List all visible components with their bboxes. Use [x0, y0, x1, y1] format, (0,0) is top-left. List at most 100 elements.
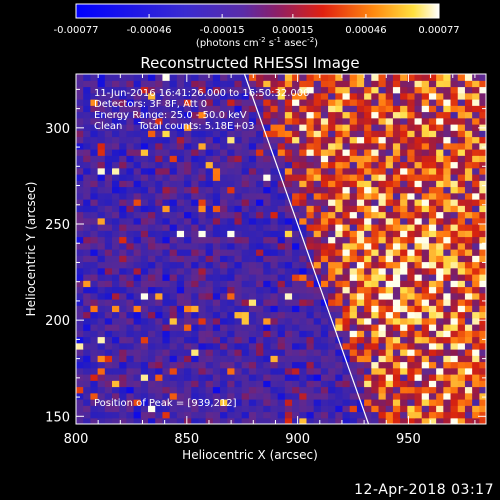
heatmap-cell: [356, 130, 365, 138]
heatmap-cell: [292, 311, 300, 319]
heatmap-cell: [97, 211, 106, 219]
heatmap-cell: [191, 242, 200, 250]
heatmap-cell: [443, 355, 452, 363]
heatmap-cell: [443, 274, 452, 281]
heatmap-cell: [104, 249, 113, 256]
heatmap-cell: [212, 349, 221, 356]
heatmap-cell: [292, 267, 300, 275]
heatmap-cell: [155, 380, 164, 388]
heatmap-cell: [90, 124, 99, 131]
heatmap-cell: [407, 80, 416, 88]
heatmap-cell: [457, 211, 466, 219]
heatmap-cell: [306, 86, 315, 94]
heatmap-cell: [140, 292, 149, 300]
heatmap-cell: [184, 324, 192, 331]
heatmap-cell: [328, 99, 336, 106]
heatmap-cell: [450, 230, 459, 238]
heatmap-cell: [83, 236, 92, 244]
heatmap-cell: [378, 286, 387, 294]
heatmap-cell: [277, 267, 286, 275]
heatmap-cell: [371, 355, 380, 363]
heatmap-cell: [364, 286, 372, 294]
heatmap-cell: [392, 149, 401, 156]
heatmap-cell: [385, 136, 394, 144]
heatmap-cell: [191, 217, 200, 225]
heatmap-cell: [284, 80, 293, 88]
heatmap-cell: [119, 117, 128, 125]
heatmap-cell: [443, 380, 452, 388]
heatmap-cell: [148, 255, 156, 263]
heatmap-cell: [126, 330, 135, 338]
heatmap-cell: [328, 205, 336, 213]
heatmap-cell: [83, 411, 92, 419]
heatmap-cell: [320, 342, 329, 350]
heatmap-cell: [457, 274, 466, 281]
heatmap-cell: [205, 236, 214, 244]
heatmap-cell: [277, 99, 286, 106]
heatmap-cell: [133, 205, 142, 213]
heatmap-cell: [436, 355, 444, 363]
heatmap-cell: [292, 217, 300, 225]
heatmap-cell: [112, 261, 120, 269]
heatmap-cell: [392, 199, 401, 206]
heatmap-cell: [184, 149, 192, 156]
heatmap-cell: [407, 317, 416, 325]
heatmap-cell: [299, 405, 308, 413]
heatmap-cell: [450, 117, 459, 125]
heatmap-cell: [472, 230, 480, 238]
heatmap-cell: [349, 167, 358, 175]
heatmap-cell: [119, 305, 128, 313]
heatmap-cell: [148, 236, 156, 244]
heatmap-cell: [241, 236, 250, 244]
heatmap-cell: [378, 99, 387, 106]
heatmap-cell: [104, 336, 113, 344]
heatmap-cell: [328, 180, 336, 188]
heatmap-cell: [205, 386, 214, 394]
heatmap-cell: [378, 117, 387, 125]
heatmap-cell: [292, 392, 300, 400]
heatmap-cell: [407, 355, 416, 363]
heatmap-cell: [421, 292, 430, 300]
heatmap-cell: [133, 180, 142, 188]
heatmap-cell: [234, 236, 243, 244]
heatmap-cell: [83, 205, 92, 213]
heatmap-cell: [349, 92, 358, 100]
heatmap-cell: [313, 105, 322, 113]
heatmap-cell: [169, 136, 178, 144]
heatmap-cell: [414, 311, 423, 319]
heatmap-cell: [256, 224, 264, 231]
heatmap-cell: [176, 130, 185, 138]
heatmap-cell: [256, 205, 264, 213]
heatmap-cell: [457, 367, 466, 375]
heatmap-cell: [328, 236, 336, 244]
heatmap-cell: [284, 180, 293, 188]
heatmap-cell: [450, 130, 459, 138]
heatmap-cell: [148, 117, 156, 125]
heatmap-cell: [140, 336, 149, 344]
heatmap-cell: [263, 174, 272, 181]
heatmap-cell: [364, 267, 372, 275]
x-tick-label: 850: [174, 432, 199, 447]
heatmap-cell: [148, 167, 156, 175]
heatmap-cell: [90, 392, 99, 400]
heatmap-cell: [169, 336, 178, 344]
heatmap-cell: [133, 186, 142, 194]
heatmap-cell: [184, 249, 192, 256]
heatmap-cell: [443, 192, 452, 200]
heatmap-cell: [364, 236, 372, 244]
heatmap-cell: [342, 274, 351, 281]
heatmap-cell: [335, 124, 344, 131]
heatmap-cell: [299, 217, 308, 225]
heatmap-cell: [148, 367, 156, 375]
heatmap-cell: [83, 242, 92, 250]
heatmap-cell: [270, 305, 279, 313]
heatmap-cell: [104, 299, 113, 306]
heatmap-cell: [97, 267, 106, 275]
heatmap-cell: [457, 192, 466, 200]
heatmap-cell: [90, 149, 99, 156]
heatmap-cell: [90, 105, 99, 113]
heatmap-cell: [292, 417, 300, 424]
heatmap-cell: [450, 355, 459, 363]
heatmap-cell: [342, 174, 351, 181]
heatmap-cell: [450, 192, 459, 200]
